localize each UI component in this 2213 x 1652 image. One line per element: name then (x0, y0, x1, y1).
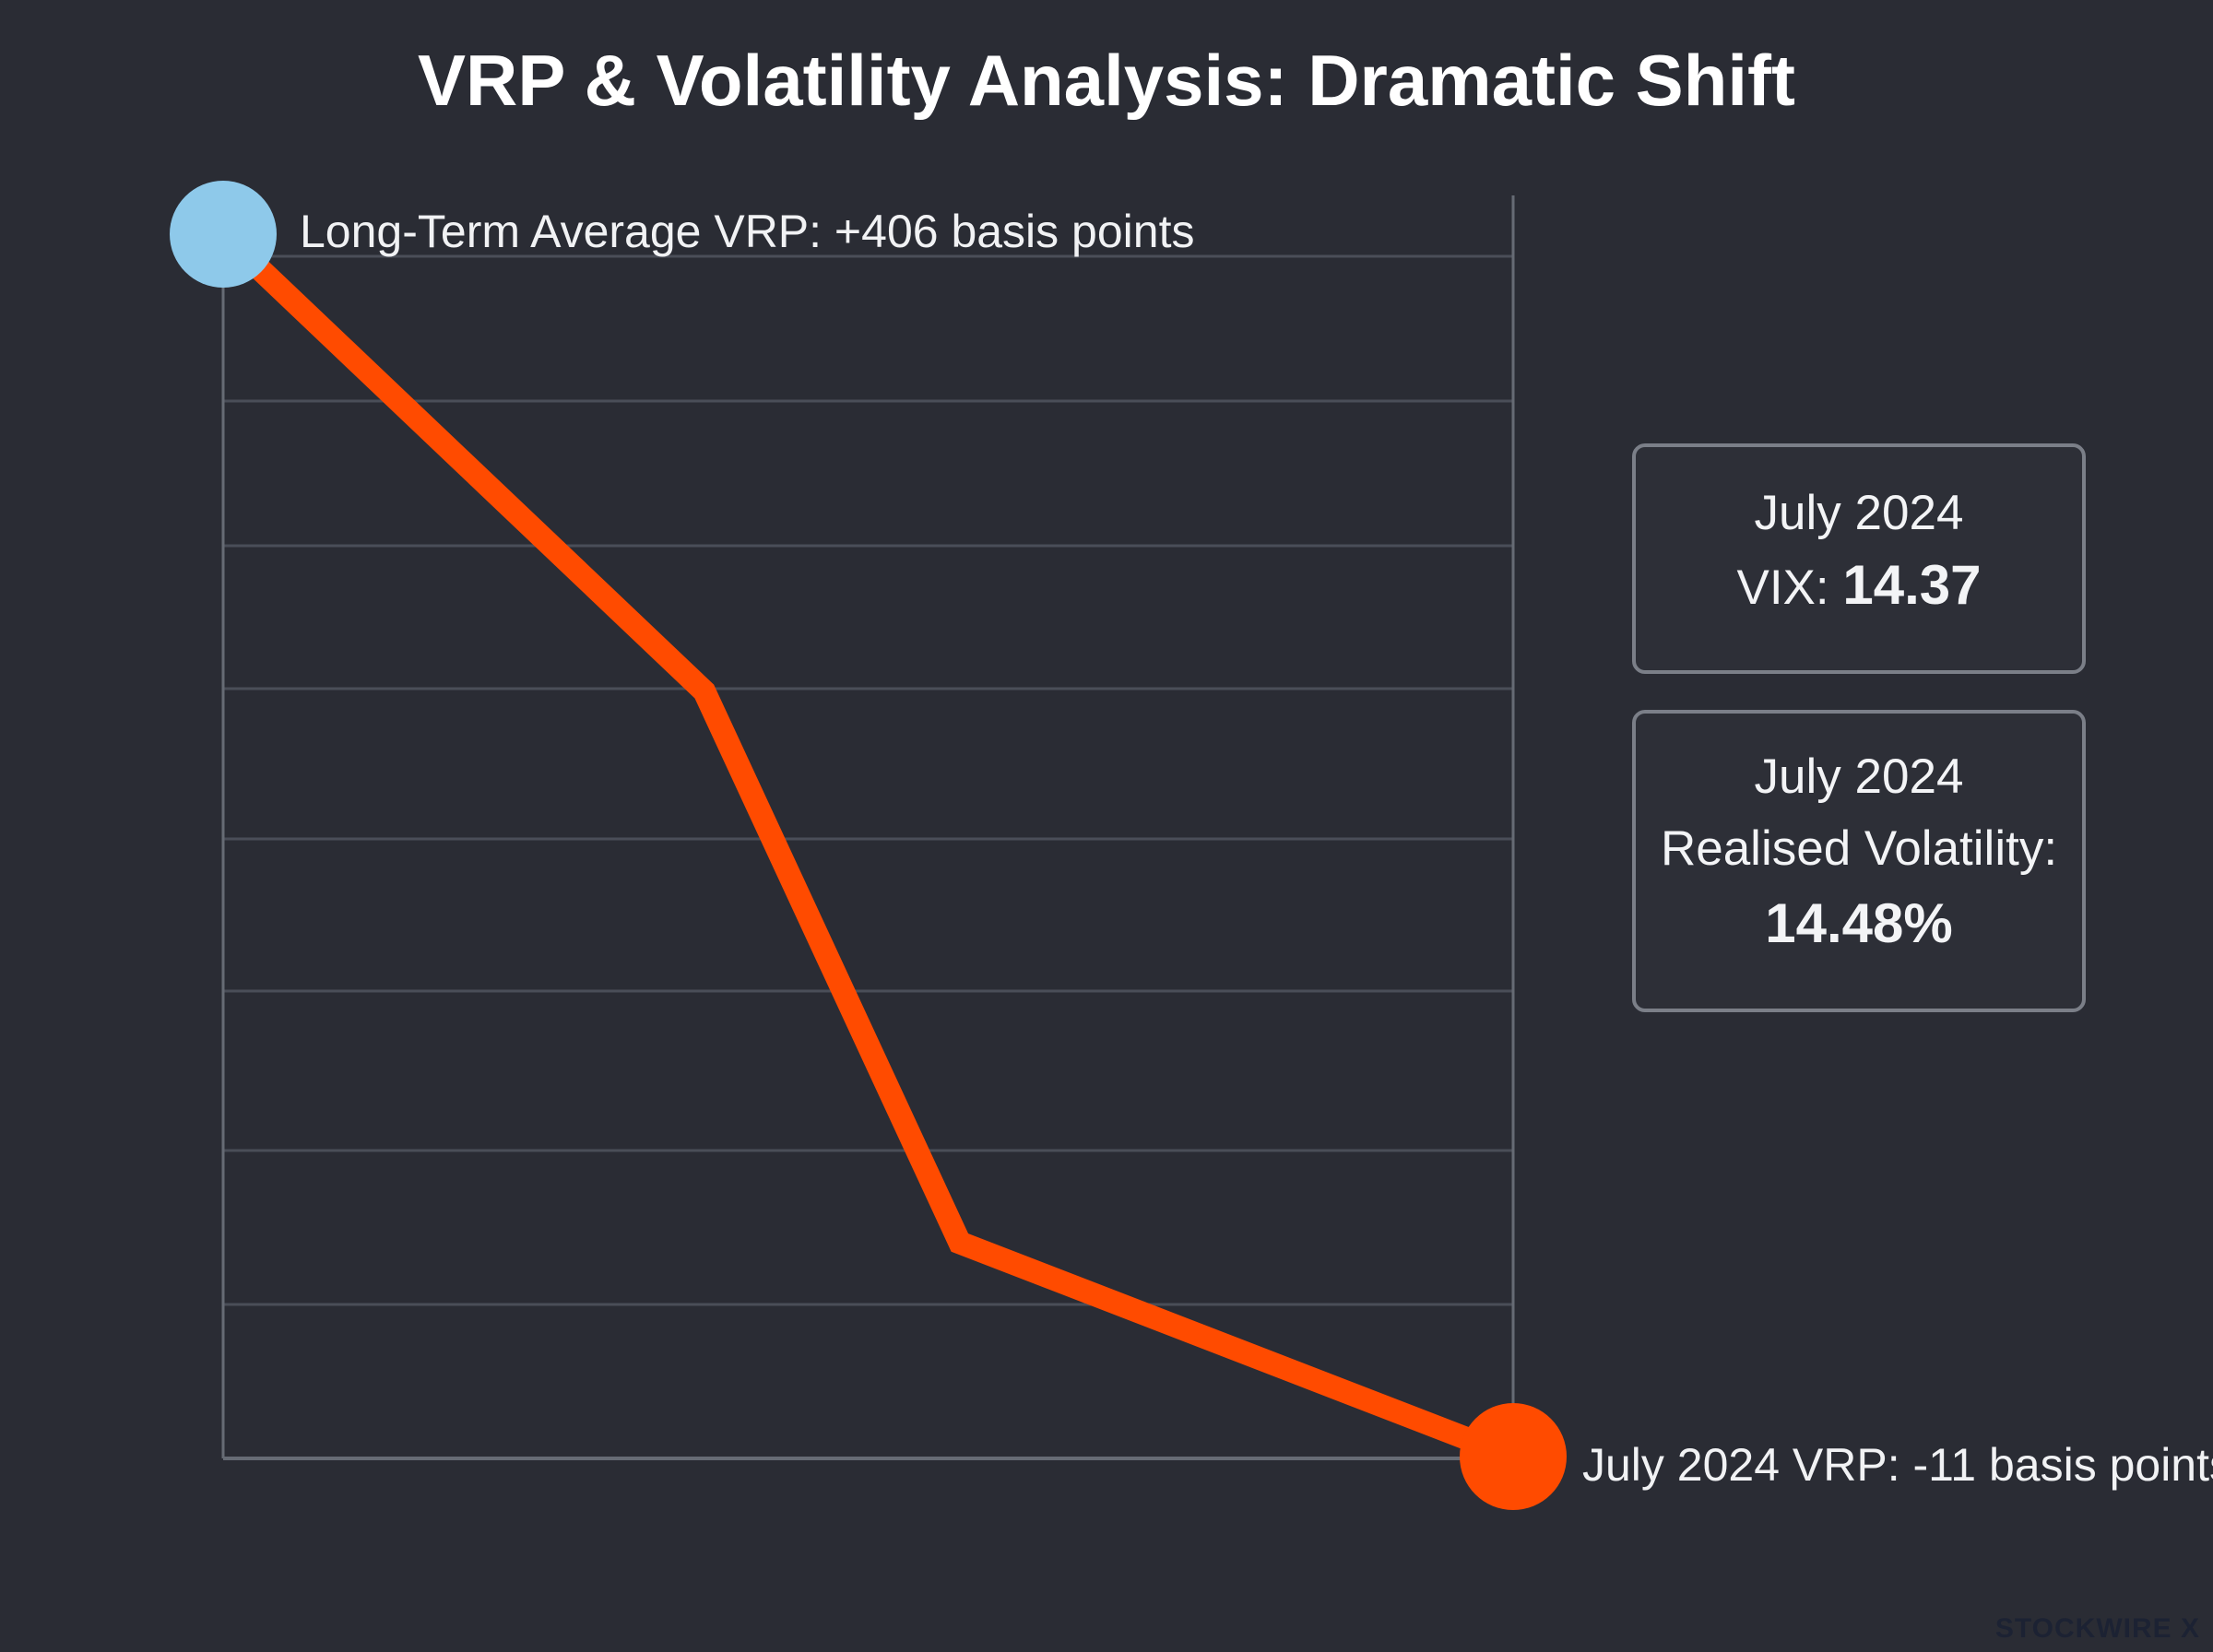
vix-date: July 2024 (1754, 486, 1964, 540)
vix-value: 14.37 (1842, 554, 1982, 616)
end-vrp-label: July 2024 VRP: -11 basis points (1582, 1439, 2213, 1491)
start-vrp-label: Long-Term Average VRP: +406 basis points (300, 206, 1194, 257)
vix-label: VIX: (1736, 560, 1829, 615)
start-data-point (170, 181, 277, 288)
vix-info-box: July 2024 VIX: 14.37 (1632, 443, 2086, 674)
vix-line: VIX: 14.37 (1636, 549, 2082, 624)
realised-value: 14.48% (1765, 892, 1953, 954)
realised-volatility-box: July 2024 Realised Volatility: 14.48% (1632, 710, 2086, 1012)
chart-title: VRP & Volatility Analysis: Dramatic Shif… (418, 40, 1795, 121)
end-data-point (1460, 1403, 1567, 1510)
realised-date: July 2024 (1754, 749, 1964, 804)
data-point-3 (959, 1242, 961, 1244)
realised-label: Realised Volatility: (1660, 821, 2058, 876)
vrp-series-line (211, 222, 1525, 1469)
stockwire-logo: STOCKWIRE X (1994, 1613, 2200, 1644)
data-point-2 (704, 690, 705, 692)
